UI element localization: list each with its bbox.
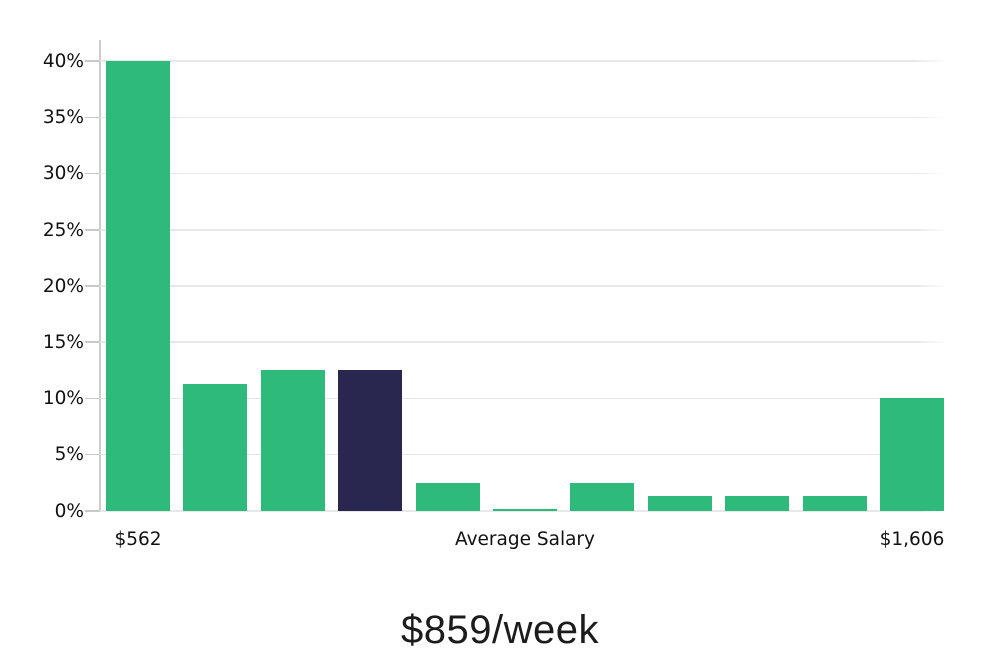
gridline	[100, 397, 948, 400]
bar	[725, 496, 790, 511]
bar	[647, 496, 712, 511]
gridline	[100, 60, 948, 62]
bar	[802, 496, 867, 511]
y-axis-tick	[85, 341, 100, 343]
y-tick-label: 20%	[42, 275, 84, 297]
y-tick-label: 35%	[42, 107, 84, 129]
y-tick-label: 5%	[54, 444, 84, 466]
plot-area	[85, 40, 948, 512]
y-tick-label: 10%	[42, 388, 84, 410]
y-axis-tick	[85, 397, 100, 400]
x-tick-label: $1,606	[879, 529, 945, 550]
gridline	[100, 510, 948, 512]
bar	[183, 383, 248, 511]
bar	[260, 370, 325, 511]
gridline	[100, 285, 948, 287]
bar	[415, 482, 480, 511]
y-axis-tick	[85, 453, 100, 456]
gridline	[100, 116, 948, 119]
gridline	[100, 453, 948, 456]
bar-average-highlight	[338, 370, 403, 511]
x-tick-label: Average Salary	[455, 529, 595, 550]
y-tick-label: 25%	[42, 219, 84, 241]
y-axis-tick	[85, 172, 100, 175]
y-axis-tick	[85, 229, 100, 231]
y-axis-line	[99, 40, 101, 512]
x-tick-label: $562	[114, 529, 162, 550]
y-axis-tick	[85, 60, 100, 62]
y-axis-tick	[85, 510, 100, 512]
gridline	[100, 229, 948, 231]
chart-title: $859/week	[401, 608, 599, 652]
gridline	[100, 172, 948, 175]
gridline	[100, 341, 948, 343]
bar	[106, 61, 170, 511]
bar	[880, 398, 944, 511]
y-tick-label: 0%	[54, 500, 84, 522]
y-tick-label: 40%	[42, 50, 84, 72]
y-axis-tick	[85, 285, 100, 287]
y-axis-tick	[85, 116, 100, 119]
y-tick-label: 15%	[42, 331, 84, 353]
bar	[493, 508, 557, 511]
bar	[570, 482, 635, 511]
y-tick-label: 30%	[42, 163, 84, 185]
